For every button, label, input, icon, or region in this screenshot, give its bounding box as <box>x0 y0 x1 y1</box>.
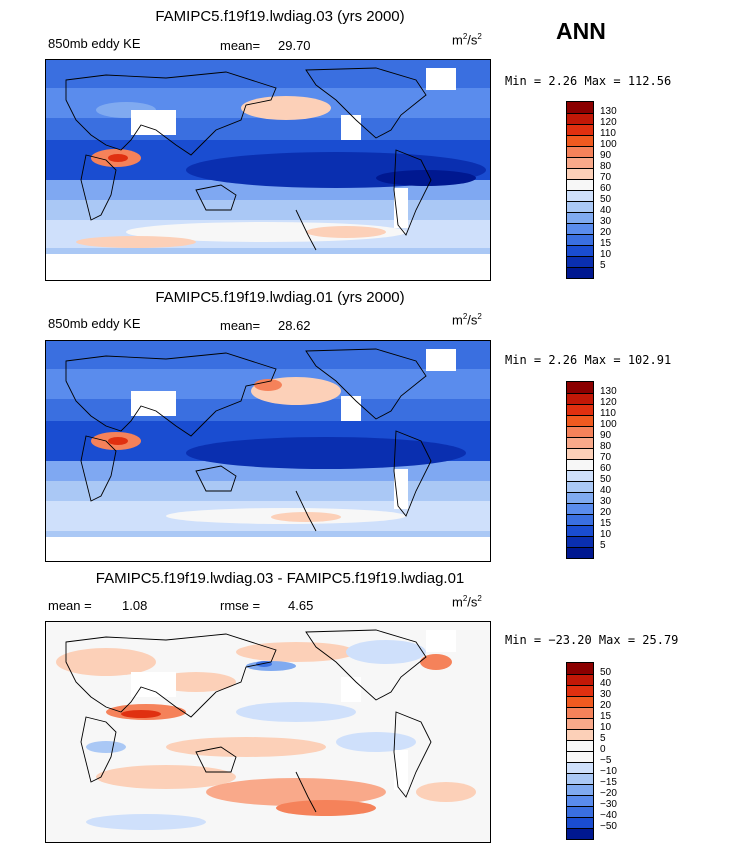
panel-2-cbar-label: 90 <box>600 430 612 441</box>
panel-1-cbar-label: 80 <box>600 161 612 172</box>
panel-1-title: FAMIPC5.f19f19.lwdiag.03 (yrs 2000) <box>155 8 405 25</box>
panel-2-cbar-label: 5 <box>600 540 606 551</box>
panel-3-title: FAMIPC5.f19f19.lwdiag.03 - FAMIPC5.f19f1… <box>95 570 465 587</box>
panel-1-cbar-label: 60 <box>600 183 612 194</box>
panel-2-cbar-label: 70 <box>600 452 612 463</box>
panel-3-cbar-label: −50 <box>600 821 617 832</box>
panel-3-cbar-label: 50 <box>600 667 612 678</box>
panel-2-cbar-label: 15 <box>600 518 612 529</box>
panel-3-cbar-label: 20 <box>600 700 612 711</box>
panel-3-cbar-label: 30 <box>600 689 612 700</box>
panel-1-cbar-label: 90 <box>600 150 612 161</box>
panel-1-cbar-label: 100 <box>600 139 617 150</box>
panel-1-cbar-label: 10 <box>600 249 612 260</box>
panel-1-cbar-label: 120 <box>600 117 617 128</box>
panel-1-minmax: Min = 2.26 Max = 112.56 <box>505 74 672 88</box>
panel-3-cbar-label: −30 <box>600 799 617 810</box>
panel-1-cbar-label: 40 <box>600 205 612 216</box>
panel-3-mean-label: mean = <box>48 598 92 613</box>
panel-2-cbar-label: 30 <box>600 496 612 507</box>
panel-1-cbar-label: 20 <box>600 227 612 238</box>
panel-2-cbar-label: 120 <box>600 397 617 408</box>
panel-1-cbar-label: 130 <box>600 106 617 117</box>
panel-2-cbar-label: 130 <box>600 386 617 397</box>
panel-1-variable-label: 850mb eddy KE <box>48 36 141 51</box>
panel-2-minmax: Min = 2.26 Max = 102.91 <box>505 353 672 367</box>
panel-3-map <box>45 621 491 843</box>
panel-2-colorbar <box>566 381 594 559</box>
panel-1-cbar-label: 70 <box>600 172 612 183</box>
panel-3-cbar-label: 5 <box>600 733 606 744</box>
season-label: ANN <box>556 18 606 44</box>
panel-1-cbar-label: 30 <box>600 216 612 227</box>
panel-2-title: FAMIPC5.f19f19.lwdiag.01 (yrs 2000) <box>155 289 405 306</box>
panel-2-cbar-label: 110 <box>600 408 616 419</box>
panel-3-cbar-label: −40 <box>600 810 617 821</box>
panel-3-cbar-label: 15 <box>600 711 612 722</box>
panel-1-mean-value: 29.70 <box>278 38 311 53</box>
panel-2-cbar-label: 40 <box>600 485 612 496</box>
panel-2-mean-value: 28.62 <box>278 318 311 333</box>
panel-1-cbar-label: 110 <box>600 128 616 139</box>
panel-1-units: m2/s2 <box>452 32 482 48</box>
panel-3-minmax: Min = −23.20 Max = 25.79 <box>505 633 679 647</box>
panel-3-colorbar <box>566 662 594 840</box>
panel-2-units: m2/s2 <box>452 312 482 328</box>
panel-3-mean-value: 1.08 <box>122 598 148 613</box>
panel-2-cbar-label: 100 <box>600 419 617 430</box>
panel-2-cbar-label: 50 <box>600 474 612 485</box>
panel-2-map <box>45 340 491 562</box>
panel-1-cbar-label: 5 <box>600 260 606 271</box>
panel-3-cbar-label: 40 <box>600 678 612 689</box>
panel-3-cbar-label: 10 <box>600 722 612 733</box>
panel-2-cbar-label: 20 <box>600 507 612 518</box>
panel-2-cbar-label: 80 <box>600 441 612 452</box>
panel-3-cbar-label: −20 <box>600 788 617 799</box>
panel-3-rmse-value: 4.65 <box>288 598 314 613</box>
panel-2-mean-label: mean= <box>220 318 261 333</box>
panel-1-map <box>45 59 491 281</box>
panel-3-cbar-label: −10 <box>600 766 617 777</box>
panel-1-cbar-label: 50 <box>600 194 612 205</box>
panel-3-cbar-label: −5 <box>600 755 612 766</box>
panel-2-cbar-label: 10 <box>600 529 612 540</box>
panel-1-colorbar <box>566 101 594 279</box>
panel-1-cbar-label: 15 <box>600 238 612 249</box>
panel-3-cbar-label: −15 <box>600 777 617 788</box>
panel-2-cbar-label: 60 <box>600 463 612 474</box>
panel-3-cbar-label: 0 <box>600 744 606 755</box>
panel-3-units: m2/s2 <box>452 594 482 610</box>
panel-2-variable-label: 850mb eddy KE <box>48 316 141 331</box>
panel-1-mean-label: mean= <box>220 38 261 53</box>
panel-3-rmse-label: rmse = <box>220 598 261 613</box>
